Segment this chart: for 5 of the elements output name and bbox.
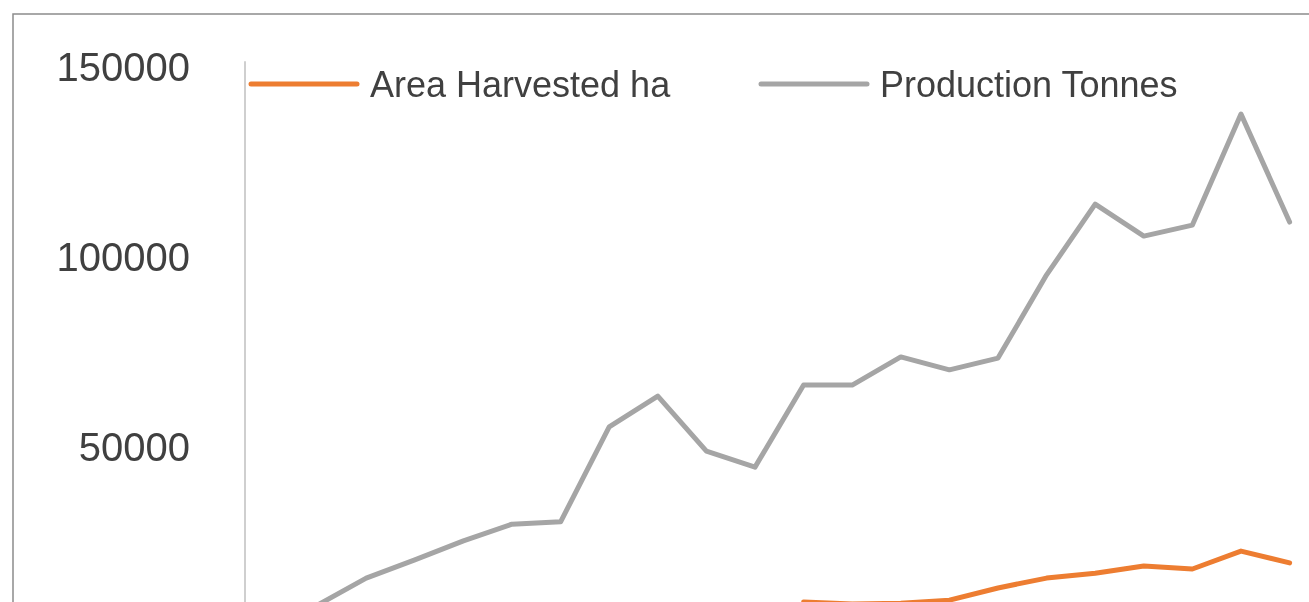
legend-label: Production Tonnes — [880, 63, 1178, 105]
legend-label: Area Harvested ha — [370, 63, 672, 105]
y-tick-label: 150000 — [56, 45, 190, 90]
y-tick-label: 50000 — [78, 425, 190, 470]
y-tick-label: 100000 — [56, 235, 190, 280]
